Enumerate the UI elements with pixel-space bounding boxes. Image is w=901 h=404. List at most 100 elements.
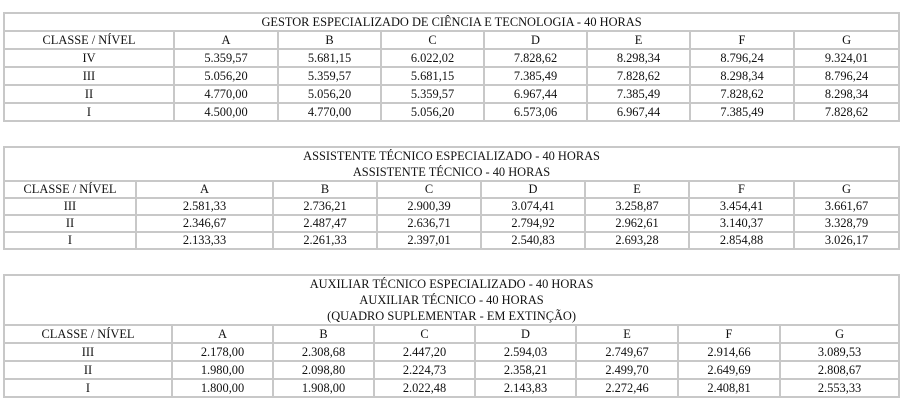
- header-cell: D: [483, 30, 588, 50]
- value-cell: 3.089,53: [778, 342, 901, 362]
- table-title: GESTOR ESPECIALIZADO DE CIÊNCIA E TECNOL…: [2, 12, 901, 32]
- table-row: I 4.500,00 4.770,00 5.056,20 6.573,06 6.…: [3, 102, 901, 122]
- table-header-row: CLASSE / NÍVEL A B C D E F G: [3, 324, 901, 344]
- table-title-row: ASSISTENTE TÉCNICO ESPECIALIZADO - 40 HO…: [2, 146, 901, 182]
- value-cell: 2.808,67: [778, 360, 901, 380]
- value-cell: 7.385,49: [586, 84, 691, 104]
- value-cell: 2.900,39: [376, 197, 482, 216]
- value-cell: 8.298,34: [792, 84, 901, 104]
- value-cell: 2.143,83: [474, 378, 577, 398]
- table-title: AUXILIAR TÉCNICO ESPECIALIZADO - 40 HORA…: [2, 274, 901, 326]
- header-cell: E: [586, 30, 691, 50]
- value-cell: 8.796,24: [792, 66, 901, 86]
- table-title: ASSISTENTE TÉCNICO ESPECIALIZADO - 40 HO…: [2, 146, 901, 182]
- header-cell: B: [272, 180, 378, 199]
- class-cell: III: [3, 342, 173, 362]
- value-cell: 6.967,44: [586, 102, 691, 122]
- title-line: AUXILIAR TÉCNICO - 40 HORAS: [359, 293, 544, 307]
- class-cell: I: [3, 378, 173, 398]
- value-cell: 1.800,00: [171, 378, 274, 398]
- header-cell: C: [373, 324, 476, 344]
- value-cell: 3.328,79: [792, 214, 901, 233]
- value-cell: 6.573,06: [483, 102, 588, 122]
- value-cell: 3.661,67: [792, 197, 901, 216]
- table-row: II 1.980,00 2.098,80 2.224,73 2.358,21 2…: [3, 360, 901, 380]
- salary-table-gestor: GESTOR ESPECIALIZADO DE CIÊNCIA E TECNOL…: [2, 12, 901, 122]
- value-cell: 5.056,20: [277, 84, 382, 104]
- value-cell: 2.408,81: [677, 378, 781, 398]
- header-cell: F: [677, 324, 781, 344]
- header-cell: B: [277, 30, 382, 50]
- header-cell: D: [480, 180, 586, 199]
- value-cell: 7.385,49: [689, 102, 795, 122]
- header-cell: C: [376, 180, 482, 199]
- class-cell: III: [3, 66, 175, 86]
- table-header-row: CLASSE / NÍVEL A B C D E F G: [3, 30, 901, 50]
- value-cell: 7.828,62: [689, 84, 795, 104]
- class-cell: II: [3, 84, 175, 104]
- value-cell: 2.308,68: [272, 342, 375, 362]
- header-cell: G: [778, 324, 901, 344]
- table-row: IV 5.359,57 5.681,15 6.022,02 7.828,62 8…: [3, 48, 901, 68]
- value-cell: 5.359,57: [380, 84, 485, 104]
- value-cell: 7.828,62: [792, 102, 901, 122]
- header-cell: CLASSE / NÍVEL: [3, 30, 175, 50]
- value-cell: 7.385,49: [483, 66, 588, 86]
- class-cell: I: [3, 102, 175, 122]
- value-cell: 7.828,62: [483, 48, 588, 68]
- value-cell: 2.649,69: [677, 360, 781, 380]
- value-cell: 2.854,88: [688, 231, 795, 250]
- table-title-row: AUXILIAR TÉCNICO ESPECIALIZADO - 40 HORA…: [2, 274, 901, 326]
- value-cell: 4.770,00: [277, 102, 382, 122]
- value-cell: 5.359,57: [277, 66, 382, 86]
- value-cell: 2.358,21: [474, 360, 577, 380]
- table-title-row: GESTOR ESPECIALIZADO DE CIÊNCIA E TECNOL…: [2, 12, 901, 32]
- class-cell: I: [3, 231, 137, 250]
- header-cell: A: [135, 180, 274, 199]
- header-cell: C: [380, 30, 485, 50]
- header-cell: D: [474, 324, 577, 344]
- header-cell: G: [792, 180, 901, 199]
- value-cell: 2.447,20: [373, 342, 476, 362]
- value-cell: 1.908,00: [272, 378, 375, 398]
- value-cell: 5.681,15: [277, 48, 382, 68]
- value-cell: 6.022,02: [380, 48, 485, 68]
- table-row: II 4.770,00 5.056,20 5.359,57 6.967,44 7…: [3, 84, 901, 104]
- value-cell: 8.298,34: [689, 66, 795, 86]
- header-cell: F: [689, 30, 795, 50]
- table-header-row: CLASSE / NÍVEL A B C D E F G: [3, 180, 901, 199]
- value-cell: 2.594,03: [474, 342, 577, 362]
- class-cell: IV: [3, 48, 175, 68]
- header-cell: A: [171, 324, 274, 344]
- value-cell: 9.324,01: [792, 48, 901, 68]
- header-cell: B: [272, 324, 375, 344]
- header-cell: CLASSE / NÍVEL: [3, 324, 173, 344]
- value-cell: 2.272,46: [575, 378, 679, 398]
- value-cell: 2.693,28: [584, 231, 690, 250]
- header-cell: G: [792, 30, 901, 50]
- title-line: (QUADRO SUPLEMENTAR - EM EXTINÇÃO): [327, 309, 576, 323]
- value-cell: 2.224,73: [373, 360, 476, 380]
- value-cell: 4.770,00: [173, 84, 279, 104]
- value-cell: 2.133,33: [135, 231, 274, 250]
- table-row: III 5.056,20 5.359,57 5.681,15 7.385,49 …: [3, 66, 901, 86]
- value-cell: 2.540,83: [480, 231, 586, 250]
- class-cell: II: [3, 360, 173, 380]
- table-row: II 2.346,67 2.487,47 2.636,71 2.794,92 2…: [3, 214, 901, 233]
- header-cell: E: [584, 180, 690, 199]
- value-cell: 5.056,20: [173, 66, 279, 86]
- value-cell: 2.914,66: [677, 342, 781, 362]
- header-cell: F: [688, 180, 795, 199]
- header-cell: A: [173, 30, 279, 50]
- value-cell: 2.794,92: [480, 214, 586, 233]
- value-cell: 2.499,70: [575, 360, 679, 380]
- value-cell: 6.967,44: [483, 84, 588, 104]
- value-cell: 3.026,17: [792, 231, 901, 250]
- title-line: GESTOR ESPECIALIZADO DE CIÊNCIA E TECNOL…: [261, 15, 642, 29]
- value-cell: 2.178,00: [171, 342, 274, 362]
- value-cell: 3.074,41: [480, 197, 586, 216]
- salary-table-assistente: ASSISTENTE TÉCNICO ESPECIALIZADO - 40 HO…: [2, 146, 901, 250]
- header-cell: CLASSE / NÍVEL: [3, 180, 137, 199]
- value-cell: 2.736,21: [272, 197, 378, 216]
- value-cell: 2.487,47: [272, 214, 378, 233]
